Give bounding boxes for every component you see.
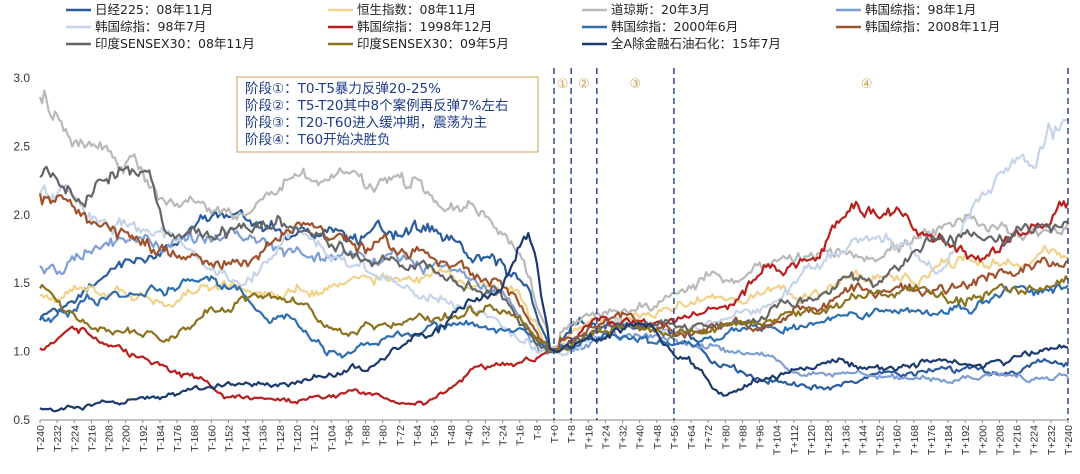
x-tick-label: T-96 [343,425,355,446]
x-tick-label: T-64 [412,425,424,446]
stage-number-label: ④ [861,77,873,92]
x-tick-label: T+32 [618,425,630,449]
x-tick-label: T+168 [909,425,921,455]
chart-legend: 日经225：08年11月 恒生指数：08年11月 道琼斯：20年3月 韩国综指：98年… [66,2,1000,51]
x-tick-label: T-192 [138,425,150,452]
x-tick-label: T-104 [326,425,338,452]
legend-entry: 韩国综指：2008年11月 [865,19,1000,34]
x-tick-label: T-56 [429,425,441,446]
x-tick-label: T+176 [926,425,938,455]
legend-entry: 韩国综指：98年7月 [95,19,206,34]
x-tick-label: T+48 [652,425,664,449]
x-tick-label: T-168 [189,425,201,452]
x-tick-label: T+0 [549,425,561,444]
x-tick-label: T+216 [1012,425,1024,455]
x-tick-label: T-40 [463,425,475,446]
x-tick-label: T+208 [994,425,1006,455]
x-tick-label: T+80 [720,425,732,449]
x-tick-label: T-200 [121,425,133,452]
x-tick-label: T-8 [532,425,544,440]
x-tick-label: T+200 [977,425,989,455]
x-tick-label: T+136 [840,425,852,455]
x-tick-label: T+120 [806,425,818,455]
y-tick-label: 1.0 [13,345,30,359]
y-axis-ticks: 0.5 1.0 1.5 2.0 2.5 3.0 [13,71,30,427]
x-tick-label: T-136 [258,425,270,452]
x-tick-label: T-224 [69,425,81,452]
x-tick-label: T-160 [206,425,218,452]
y-tick-label: 1.5 [13,276,30,290]
x-tick-label: T-128 [275,425,287,452]
x-tick-label: T-208 [104,425,116,452]
x-tick-label: T+104 [772,425,784,455]
x-tick-label: T-144 [241,425,253,452]
x-tick-label: T+40 [635,425,647,449]
x-tick-label: T+16 [583,425,595,449]
x-tick-label: T+72 [703,425,715,449]
x-tick-label: T-112 [309,425,321,451]
legend-entry: 韩国综指：1998年12月 [357,19,492,34]
x-tick-label: T+112 [789,425,801,454]
x-tick-label: T+88 [737,425,749,449]
legend-entry: 韩国综指：98年1月 [865,2,976,17]
x-tick-label: T-80 [378,425,390,446]
x-tick-label: T+128 [823,425,835,455]
annotation-box-border [236,76,539,153]
x-tick-label: T+232 [1046,425,1058,455]
x-tick-label: T-16 [515,425,527,446]
annotation-line-4: 阶段④：T60开始决胜负 [245,132,391,148]
stage-annotation-box: 阶段①：T0-T5暴力反弹20-25% 阶段②：T5-T20其中8个案例再反弹7… [236,76,539,153]
stage-number-label: ③ [630,77,642,92]
y-tick-label: 2.0 [13,208,30,222]
x-tick-label: T-32 [480,425,492,446]
x-tick-label: T-176 [172,425,184,452]
annotation-line-3: 阶段③：T20-T60进入缓冲期，震荡为主 [245,115,487,131]
annotation-line-2: 阶段②：T5-T20其中8个案例再反弹7%左右 [245,97,509,114]
x-tick-label: T-120 [292,425,304,452]
x-tick-label: T+64 [686,425,698,449]
x-tick-label: T-240 [35,425,47,452]
x-tick-label: T+224 [1029,425,1041,455]
x-tick-label: T-216 [86,425,98,452]
legend-entry: 印度SENSEX30：09年5月 [357,36,509,51]
stage-number-label: ② [578,77,590,92]
x-tick-label: T-88 [361,425,373,446]
legend-entry: 印度SENSEX30：08年11月 [95,36,255,51]
y-tick-label: 2.5 [13,139,30,153]
legend-entry: 恒生指数：08年11月 [357,2,476,17]
x-tick-label: T+152 [875,425,887,455]
x-tick-label: T+160 [892,425,904,455]
x-tick-label: T-184 [155,425,167,452]
x-tick-label: T-48 [446,425,458,446]
legend-entry: 道琼斯：20年3月 [611,2,710,17]
x-tick-label: T+8 [566,425,578,444]
x-tick-label: T-24 [498,425,510,446]
x-tick-label: T+184 [943,425,955,455]
annotation-line-1: 阶段①：T0-T5暴力反弹20-25% [245,81,441,97]
x-tick-label: T-232 [52,425,64,452]
x-tick-label: T+96 [755,425,767,449]
stage-number-label: ① [557,77,569,92]
legend-entry: 全A除金融石油石化：15年7月 [611,36,781,51]
legend-entry: 日经225：08年11月 [95,2,213,17]
x-tick-label: T+56 [669,425,681,449]
x-tick-label: T+144 [857,425,869,455]
stage-divider-lines [553,68,1069,420]
x-tick-label: T+24 [600,425,612,449]
x-tick-label: T+240 [1063,425,1075,455]
y-tick-label: 0.5 [13,413,30,427]
x-tick-label: T-152 [223,425,235,452]
legend-entry: 韩国综指：2000年6月 [611,19,738,34]
y-tick-label: 3.0 [13,71,30,85]
x-tick-label: T+192 [960,425,972,455]
x-axis-ticks: T-240 T-232 T-224 T-216 T-208 T-200 T-192 T-184… [35,420,1075,455]
x-tick-label: T-72 [395,425,407,446]
